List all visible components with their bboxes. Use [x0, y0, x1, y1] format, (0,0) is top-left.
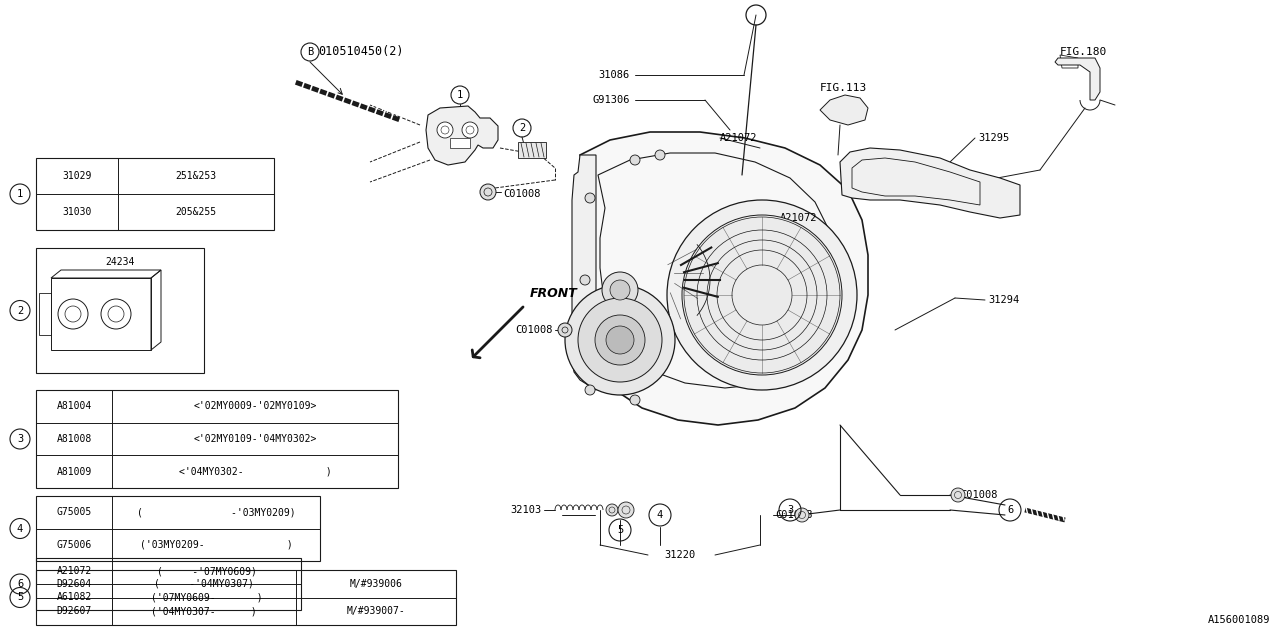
- Text: 31220: 31220: [664, 550, 695, 560]
- Text: C01008: C01008: [774, 510, 813, 520]
- Text: ('04MY0307-      ): ('04MY0307- ): [151, 606, 257, 616]
- Text: FIG.113: FIG.113: [820, 83, 868, 93]
- Text: 2: 2: [518, 123, 525, 133]
- Text: 4: 4: [657, 510, 663, 520]
- Text: 31295: 31295: [978, 133, 1009, 143]
- Text: 205&255: 205&255: [175, 207, 216, 217]
- Text: FIG.180: FIG.180: [1060, 47, 1107, 57]
- Text: 2: 2: [17, 305, 23, 316]
- Text: D92604: D92604: [56, 579, 92, 589]
- Text: A156001089: A156001089: [1207, 615, 1270, 625]
- Circle shape: [436, 122, 453, 138]
- Text: 24234: 24234: [105, 257, 134, 267]
- Text: 31030: 31030: [63, 207, 92, 217]
- Text: 1: 1: [457, 90, 463, 100]
- Bar: [36, 248, 204, 373]
- Text: 251&253: 251&253: [175, 171, 216, 181]
- Polygon shape: [840, 148, 1020, 218]
- Text: <'02MY0109-'04MY0302>: <'02MY0109-'04MY0302>: [193, 434, 316, 444]
- Text: A81009: A81009: [56, 467, 92, 477]
- Bar: [36, 570, 456, 625]
- Text: G75006: G75006: [56, 540, 92, 550]
- Text: ('07MY0609-       ): ('07MY0609- ): [151, 592, 262, 602]
- Text: G91306: G91306: [593, 95, 630, 105]
- Polygon shape: [575, 132, 868, 425]
- Bar: [518, 142, 547, 158]
- Text: A81008: A81008: [56, 434, 92, 444]
- Text: FRONT: FRONT: [530, 287, 577, 300]
- Text: M/#939006: M/#939006: [349, 579, 402, 589]
- Text: B: B: [307, 47, 314, 57]
- Text: 3: 3: [787, 505, 794, 515]
- Text: M/#939007-: M/#939007-: [347, 606, 406, 616]
- Polygon shape: [1055, 58, 1100, 100]
- Text: 6: 6: [17, 579, 23, 589]
- Text: 5: 5: [617, 525, 623, 535]
- Circle shape: [618, 502, 634, 518]
- Circle shape: [611, 280, 630, 300]
- Text: ('03MY0209-              ): ('03MY0209- ): [140, 540, 292, 550]
- Text: A21072: A21072: [719, 133, 758, 143]
- Text: C01008: C01008: [503, 189, 540, 199]
- Text: C01008: C01008: [960, 490, 997, 500]
- Text: 010510450(2): 010510450(2): [317, 45, 403, 58]
- Text: A21072: A21072: [780, 213, 818, 223]
- Text: 6: 6: [1007, 505, 1014, 515]
- Circle shape: [602, 272, 637, 308]
- Text: A61082: A61082: [56, 592, 92, 602]
- Text: <'02MY0009-'02MY0109>: <'02MY0009-'02MY0109>: [193, 401, 316, 412]
- Bar: [36, 496, 320, 561]
- Circle shape: [462, 122, 477, 138]
- Bar: [451, 138, 470, 148]
- Text: 31294: 31294: [988, 295, 1019, 305]
- Polygon shape: [820, 95, 868, 125]
- Text: (     -'04MY0307): ( -'04MY0307): [154, 579, 253, 589]
- Text: 4: 4: [17, 524, 23, 534]
- Circle shape: [682, 215, 842, 375]
- Text: 31029: 31029: [63, 171, 92, 181]
- Text: 32103: 32103: [511, 505, 541, 515]
- Bar: [36, 558, 301, 610]
- Circle shape: [564, 285, 675, 395]
- Text: A81004: A81004: [56, 401, 92, 412]
- Circle shape: [951, 488, 965, 502]
- Text: 31086: 31086: [599, 70, 630, 80]
- Circle shape: [667, 200, 858, 390]
- Circle shape: [585, 385, 595, 395]
- Text: <'04MY0302-              ): <'04MY0302- ): [179, 467, 332, 477]
- Text: 5: 5: [17, 593, 23, 602]
- Circle shape: [630, 155, 640, 165]
- Circle shape: [558, 323, 572, 337]
- Text: (     -'07MY0609): ( -'07MY0609): [156, 566, 256, 576]
- Bar: [38, 293, 51, 335]
- Circle shape: [580, 275, 590, 285]
- Bar: [36, 158, 274, 230]
- Circle shape: [595, 315, 645, 365]
- Text: C01008: C01008: [516, 325, 553, 335]
- Circle shape: [655, 150, 666, 160]
- Text: A21072: A21072: [56, 566, 92, 576]
- Bar: [36, 390, 398, 488]
- Text: 3: 3: [17, 434, 23, 444]
- Polygon shape: [572, 155, 596, 390]
- Polygon shape: [426, 106, 498, 165]
- Text: D92607: D92607: [56, 606, 92, 616]
- Text: (               -'03MY0209): ( -'03MY0209): [137, 508, 296, 517]
- Circle shape: [605, 326, 634, 354]
- Circle shape: [579, 298, 662, 382]
- Text: G75005: G75005: [56, 508, 92, 517]
- Circle shape: [605, 504, 618, 516]
- Circle shape: [795, 508, 809, 522]
- Circle shape: [480, 184, 497, 200]
- Text: 1: 1: [17, 189, 23, 199]
- Circle shape: [585, 193, 595, 203]
- Circle shape: [630, 395, 640, 405]
